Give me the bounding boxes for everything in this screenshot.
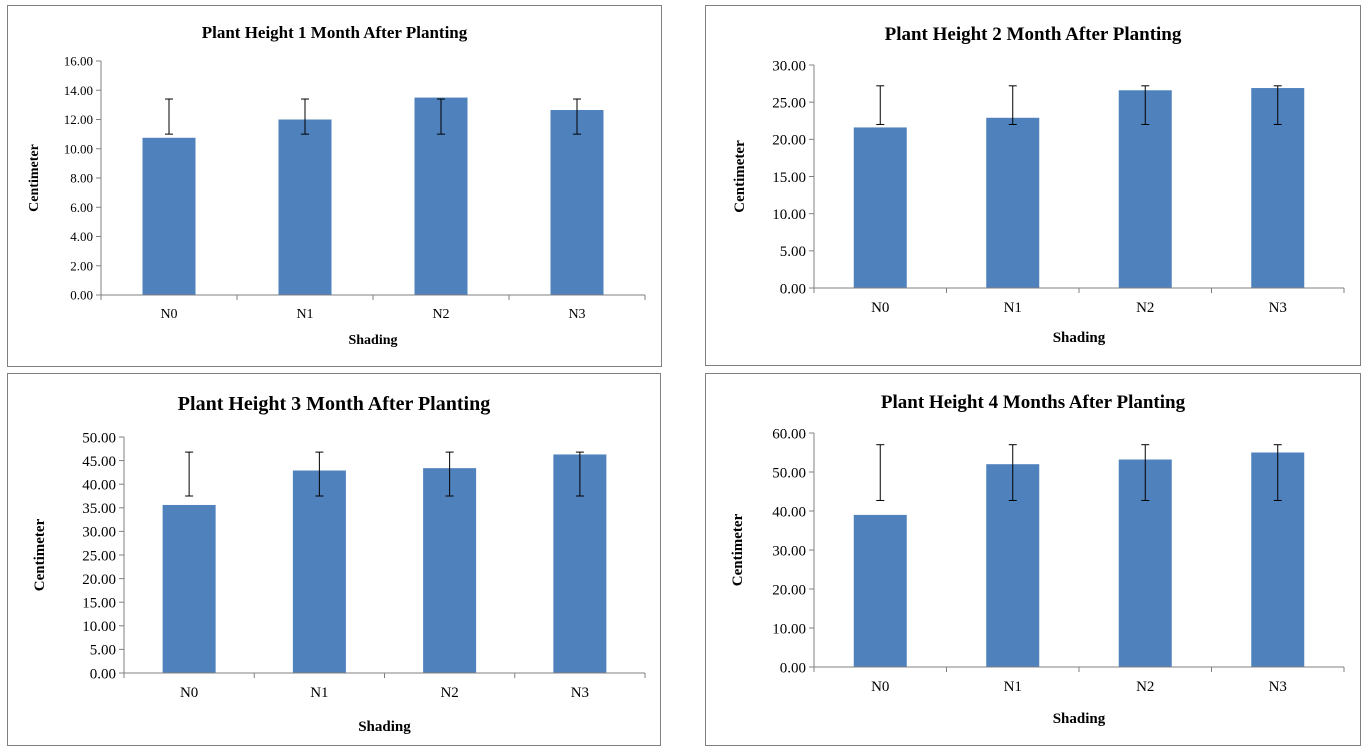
y-tick-label: 10.00 (772, 621, 806, 637)
x-category-label: N2 (432, 307, 449, 322)
chart-4-svg: Plant Height 4 Months After Planting 0.00… (730, 392, 1345, 727)
bar-n0 (853, 514, 907, 667)
y-tick-label: 10.00 (82, 619, 116, 635)
y-tick-label: 4.00 (70, 229, 93, 244)
error-bar-n1 (1008, 85, 1017, 125)
error-bar-n3 (575, 451, 584, 497)
error-bar-n3 (1273, 85, 1282, 125)
y-tick-label: 30.00 (772, 543, 806, 559)
x-axis-title: Shading (1053, 330, 1106, 346)
x-category-label: N3 (568, 307, 585, 322)
bar-n0 (853, 127, 907, 288)
x-category-label: N3 (571, 685, 589, 701)
error-bar-n3 (1273, 444, 1282, 501)
y-tick-label: 5.00 (90, 643, 116, 659)
y-axis-title: Centimeter (732, 140, 748, 213)
chart-panel-1: Plant Height 1 Month After Planting 0.00 2… (7, 5, 662, 367)
bar-n3 (550, 109, 604, 296)
y-tick-label: 6.00 (70, 200, 93, 215)
error-bar-n2 (437, 98, 445, 135)
chart-panel-4: Plant Height 4 Months After Planting 0.00… (705, 373, 1361, 746)
x-category-label: N1 (296, 307, 313, 322)
y-tick-label: 2.00 (70, 258, 93, 273)
x-category-label: N0 (871, 300, 889, 316)
error-bar-n2 (1141, 85, 1150, 125)
y-axis-title: Centimeter (730, 513, 746, 586)
error-bar-n0 (185, 451, 194, 497)
x-category-label: N0 (871, 679, 889, 695)
y-tick-label: 45.00 (82, 454, 116, 470)
y-tick-label: 25.00 (82, 548, 116, 564)
x-axis-title: Shading (358, 719, 411, 735)
chart-title: Plant Height 2 Month After Planting (885, 24, 1182, 45)
x-category-label: N3 (1269, 679, 1287, 695)
y-tick-label: 20.00 (82, 572, 116, 588)
y-tick-label: 60.00 (772, 426, 806, 442)
x-category-label: N0 (180, 685, 198, 701)
error-bar-n0 (876, 85, 885, 125)
chart-3-svg: Plant Height 3 Month After Planting 0.00 5… (32, 393, 646, 735)
y-tick-label: 50.00 (82, 430, 116, 446)
error-bar-n2 (1141, 444, 1150, 501)
chart-title: Plant Height 1 Month After Planting (202, 23, 468, 42)
y-tick-label: 30.00 (82, 525, 116, 541)
chart-title: Plant Height 4 Months After Planting (881, 392, 1186, 413)
y-tick-label: 16.00 (64, 54, 93, 69)
x-category-label: N2 (440, 685, 458, 701)
y-tick-label: 12.00 (64, 112, 93, 127)
bar-n0 (142, 137, 196, 295)
y-tick-label: 40.00 (82, 477, 116, 493)
bar-n0 (162, 504, 216, 673)
y-tick-label: 20.00 (772, 582, 806, 598)
x-category-label: N2 (1136, 300, 1154, 316)
error-bar-n0 (876, 444, 885, 501)
chart-title: Plant Height 3 Month After Planting (178, 393, 490, 415)
error-bar-n1 (301, 98, 309, 135)
y-tick-label: 5.00 (780, 244, 806, 260)
y-tick-label: 40.00 (772, 504, 806, 520)
error-bar-n0 (165, 98, 173, 135)
y-tick-label: 25.00 (772, 95, 806, 111)
y-tick-label: 0.00 (90, 666, 116, 682)
y-tick-label: 0.00 (780, 660, 806, 676)
y-tick-label: 20.00 (772, 133, 806, 149)
x-category-label: N1 (1004, 679, 1022, 695)
chart-1-svg: Plant Height 1 Month After Planting 0.00 2… (27, 23, 646, 348)
x-axis-title: Shading (348, 333, 397, 348)
y-tick-label: 0.00 (70, 288, 93, 303)
y-tick-label: 8.00 (70, 171, 93, 186)
error-bar-n3 (573, 98, 581, 135)
y-tick-label: 10.00 (64, 141, 93, 156)
bar-n2 (423, 468, 477, 673)
y-tick-label: 30.00 (772, 58, 806, 74)
x-category-label: N0 (160, 307, 177, 322)
x-category-label: N2 (1136, 679, 1154, 695)
y-tick-label: 15.00 (772, 170, 806, 186)
x-category-label: N3 (1269, 300, 1287, 316)
x-category-label: N1 (310, 685, 328, 701)
y-tick-label: 50.00 (772, 465, 806, 481)
chart-panel-2: Plant Height 2 Month After Planting 0.00 5… (705, 5, 1361, 366)
bar-n1 (292, 470, 346, 673)
y-axis-title: Centimeter (27, 144, 42, 212)
y-tick-label: 35.00 (82, 501, 116, 517)
bar-n1 (278, 119, 332, 295)
y-tick-label: 10.00 (772, 207, 806, 223)
chart-panel-3: Plant Height 3 Month After Planting 0.00 5… (7, 373, 661, 746)
error-bar-n2 (445, 451, 454, 497)
x-axis-title: Shading (1053, 711, 1106, 727)
y-tick-label: 15.00 (82, 595, 116, 611)
y-tick-label: 14.00 (64, 83, 93, 98)
y-tick-label: 0.00 (780, 281, 806, 297)
error-bar-n1 (1008, 444, 1017, 501)
bar-n1 (986, 117, 1040, 288)
y-axis-title: Centimeter (32, 518, 48, 591)
error-bar-n1 (315, 451, 324, 497)
x-category-label: N1 (1004, 300, 1022, 316)
chart-2-svg: Plant Height 2 Month After Planting 0.00 5… (732, 24, 1345, 346)
